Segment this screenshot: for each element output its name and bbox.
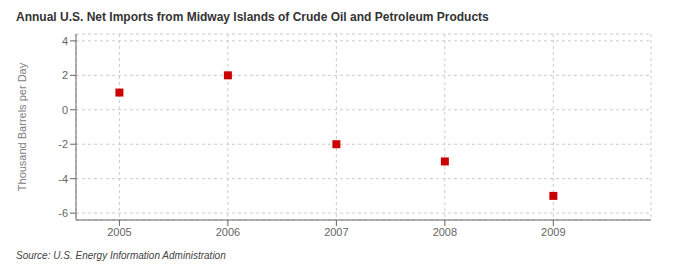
svg-text:2009: 2009 xyxy=(541,226,565,238)
svg-text:2005: 2005 xyxy=(107,226,131,238)
svg-text:-2: -2 xyxy=(58,138,68,150)
html-text:Annual U.S. Net Imports from M: Annual U.S. Net Imports from Midway Isla… xyxy=(16,10,489,24)
svg-text:Thousand Barrels per Day: Thousand Barrels per Day xyxy=(16,62,28,191)
svg-text:2008: 2008 xyxy=(433,226,457,238)
svg-text:2: 2 xyxy=(62,69,68,81)
html-text:Source: U.S. Energy Informatio: Source: U.S. Energy Information Administ… xyxy=(16,250,226,261)
svg-text:2006: 2006 xyxy=(216,226,240,238)
svg-text:-4: -4 xyxy=(58,173,68,185)
svg-text:4: 4 xyxy=(62,35,68,47)
svg-text:2007: 2007 xyxy=(324,226,348,238)
svg-text:-6: -6 xyxy=(58,207,68,219)
svg-text:0: 0 xyxy=(62,104,68,116)
